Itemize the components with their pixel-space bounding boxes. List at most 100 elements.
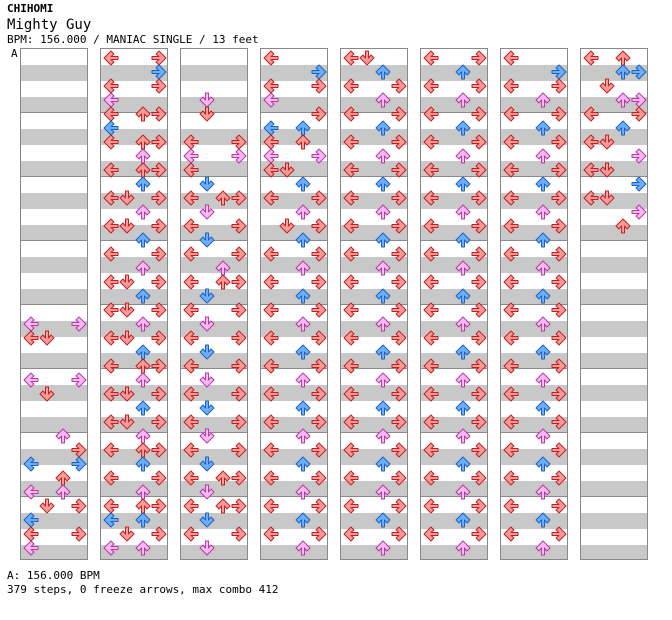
arrow-left-icon [103, 190, 119, 206]
arrow-up-icon [455, 232, 471, 248]
measure-line [101, 112, 167, 113]
arrow-right-icon [391, 442, 407, 458]
arrow-left-icon [503, 442, 519, 458]
arrow-left-icon [263, 78, 279, 94]
measure-line [21, 496, 87, 497]
arrow-right-icon [231, 218, 247, 234]
step-column-8 [580, 48, 648, 560]
arrow-left-icon [23, 512, 39, 528]
arrow-left-icon [343, 50, 359, 66]
arrow-left-icon [183, 162, 199, 178]
arrow-left-icon [23, 540, 39, 556]
arrow-up-icon [135, 106, 151, 122]
arrow-left-icon [103, 302, 119, 318]
arrow-up-icon [375, 372, 391, 388]
arrow-down-icon [599, 162, 615, 178]
arrow-left-icon [103, 162, 119, 178]
arrow-left-icon [103, 358, 119, 374]
arrow-left-icon [423, 190, 439, 206]
step-column-4 [260, 48, 328, 560]
arrow-left-icon [343, 330, 359, 346]
arrow-up-icon [295, 316, 311, 332]
arrow-left-icon [103, 78, 119, 94]
arrow-right-icon [151, 64, 167, 80]
arrow-right-icon [311, 274, 327, 290]
arrow-left-icon [343, 498, 359, 514]
arrow-down-icon [119, 414, 135, 430]
step-stats: 379 steps, 0 freeze arrows, max combo 41… [7, 583, 279, 596]
arrow-right-icon [311, 498, 327, 514]
arrow-right-icon [311, 358, 327, 374]
arrow-left-icon [343, 246, 359, 262]
measure-line [501, 304, 567, 305]
arrow-up-icon [55, 428, 71, 444]
arrow-left-icon [503, 106, 519, 122]
arrow-right-icon [631, 148, 647, 164]
song-artist: CHIHOMI [7, 2, 54, 15]
step-column-3 [180, 48, 248, 560]
arrow-left-icon [23, 372, 39, 388]
arrow-up-icon [215, 470, 231, 486]
arrow-right-icon [391, 246, 407, 262]
arrow-left-icon [263, 442, 279, 458]
measure-line [581, 432, 647, 433]
arrow-left-icon [423, 330, 439, 346]
arrow-left-icon [503, 78, 519, 94]
arrow-left-icon [503, 246, 519, 262]
arrow-right-icon [551, 162, 567, 178]
arrow-down-icon [119, 330, 135, 346]
arrow-down-icon [199, 316, 215, 332]
arrow-left-icon [103, 106, 119, 122]
measure-line [501, 496, 567, 497]
measure-line [261, 240, 327, 241]
arrow-right-icon [311, 106, 327, 122]
arrow-down-icon [199, 204, 215, 220]
arrow-up-icon [295, 344, 311, 360]
arrow-left-icon [423, 386, 439, 402]
arrow-left-icon [423, 526, 439, 542]
arrow-up-icon [535, 92, 551, 108]
arrow-left-icon [423, 218, 439, 234]
arrow-right-icon [471, 358, 487, 374]
arrow-down-icon [39, 498, 55, 514]
arrow-right-icon [151, 274, 167, 290]
arrow-right-icon [471, 190, 487, 206]
arrow-right-icon [71, 456, 87, 472]
arrow-up-icon [535, 176, 551, 192]
arrow-right-icon [151, 246, 167, 262]
measure-line [261, 176, 327, 177]
arrow-up-icon [455, 344, 471, 360]
arrow-right-icon [311, 330, 327, 346]
arrow-right-icon [311, 78, 327, 94]
arrow-right-icon [231, 358, 247, 374]
arrow-right-icon [231, 414, 247, 430]
arrow-left-icon [183, 134, 199, 150]
arrow-right-icon [231, 274, 247, 290]
measure-line [261, 432, 327, 433]
measure-line [421, 496, 487, 497]
arrow-right-icon [71, 498, 87, 514]
arrow-down-icon [199, 232, 215, 248]
arrow-up-icon [535, 316, 551, 332]
arrow-left-icon [583, 50, 599, 66]
arrow-up-icon [295, 484, 311, 500]
arrow-right-icon [551, 246, 567, 262]
arrow-right-icon [391, 498, 407, 514]
measure-line [181, 368, 247, 369]
arrow-left-icon [183, 274, 199, 290]
bpm-summary: A: 156.000 BPM [7, 569, 100, 582]
arrow-right-icon [391, 302, 407, 318]
arrow-left-icon [423, 442, 439, 458]
arrow-left-icon [183, 414, 199, 430]
arrow-left-icon [343, 302, 359, 318]
arrow-up-icon [535, 428, 551, 444]
arrow-left-icon [183, 246, 199, 262]
arrow-right-icon [311, 414, 327, 430]
arrow-left-icon [263, 162, 279, 178]
measure-line [181, 304, 247, 305]
measure-line [421, 240, 487, 241]
arrow-up-icon [455, 260, 471, 276]
arrow-left-icon [103, 50, 119, 66]
arrow-left-icon [103, 330, 119, 346]
arrow-down-icon [119, 302, 135, 318]
